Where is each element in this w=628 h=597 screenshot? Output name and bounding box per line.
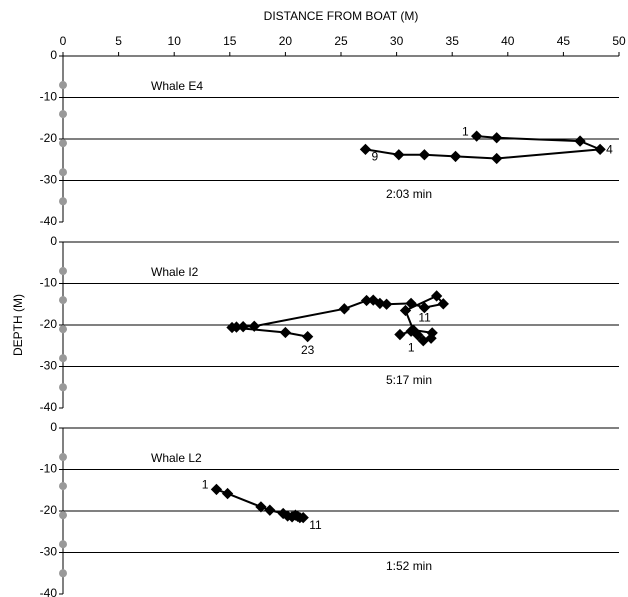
- x-tick-label: 40: [501, 34, 515, 48]
- y-tick-label: -40: [40, 214, 58, 228]
- axis-dot: [59, 296, 67, 305]
- y-tick-label: -10: [40, 276, 58, 290]
- point: [367, 294, 379, 306]
- point: [437, 298, 449, 310]
- point: [237, 321, 249, 333]
- point: [210, 483, 223, 496]
- point-label: 1: [408, 341, 415, 355]
- point: [279, 326, 292, 339]
- y-tick-label: 0: [50, 420, 57, 434]
- axis-dot: [59, 354, 67, 363]
- point: [338, 303, 350, 315]
- axis-dot: [59, 511, 67, 520]
- point-label: 9: [371, 150, 378, 164]
- axis-dot: [59, 168, 67, 177]
- point: [264, 504, 276, 516]
- x-tick-label: 35: [446, 34, 460, 48]
- panel-title: Whale E4: [151, 79, 203, 93]
- y-tick-label: -30: [40, 545, 58, 559]
- point-label: 11: [418, 311, 431, 325]
- y-tick-label: 0: [50, 234, 57, 248]
- point: [399, 304, 412, 317]
- y-tick-label: 0: [50, 48, 57, 62]
- point: [255, 501, 267, 513]
- x-axis-label: DISTANCE FROM BOAT (M): [264, 9, 419, 23]
- y-tick-label: -10: [40, 90, 58, 104]
- x-tick-label: 20: [279, 34, 293, 48]
- y-tick-label: -20: [40, 131, 58, 145]
- axis-dot: [59, 267, 67, 276]
- point-label: 23: [301, 343, 315, 357]
- axis-dot: [59, 482, 67, 491]
- duration-label: 5:17 min: [386, 373, 432, 387]
- x-tick-label: 25: [334, 34, 348, 48]
- point: [491, 132, 503, 144]
- y-tick-label: -30: [40, 173, 58, 187]
- point: [407, 324, 419, 336]
- point: [594, 143, 606, 156]
- point: [471, 130, 483, 142]
- point: [418, 149, 431, 161]
- point: [226, 321, 238, 334]
- point: [221, 487, 234, 500]
- panel-title: Whale L2: [151, 451, 202, 465]
- x-tick-label: 30: [390, 34, 404, 48]
- axis-dot: [59, 325, 67, 334]
- axis-dot: [59, 569, 67, 578]
- point: [449, 150, 462, 163]
- duration-label: 1:52 min: [386, 559, 432, 573]
- axis-dot: [59, 383, 67, 392]
- panel-title: Whale I2: [151, 265, 199, 279]
- y-tick-label: -20: [40, 503, 58, 517]
- point: [418, 301, 431, 314]
- point: [380, 298, 393, 310]
- point: [301, 330, 314, 343]
- point: [405, 297, 417, 310]
- point: [360, 294, 373, 307]
- axis-dot: [59, 139, 67, 148]
- y-tick-label: -40: [40, 586, 58, 597]
- y-tick-label: -40: [40, 400, 58, 414]
- point: [426, 327, 438, 339]
- point-label: 4: [606, 143, 613, 157]
- x-tick-label: 0: [60, 34, 67, 48]
- axis-dot: [59, 197, 67, 206]
- point-label: 11: [309, 518, 322, 532]
- y-tick-label: -10: [40, 462, 58, 476]
- point: [297, 511, 309, 524]
- x-tick-label: 10: [168, 34, 182, 48]
- axis-dot: [59, 81, 67, 90]
- point: [394, 328, 406, 341]
- y-tick-label: -20: [40, 317, 58, 331]
- x-tick-label: 15: [223, 34, 237, 48]
- x-tick-label: 5: [115, 34, 122, 48]
- point: [359, 143, 372, 156]
- x-tick-label: 50: [612, 34, 626, 48]
- point: [491, 152, 503, 165]
- x-tick-label: 45: [557, 34, 571, 48]
- axis-dot: [59, 110, 67, 119]
- y-tick-label: -30: [40, 359, 58, 373]
- duration-label: 2:03 min: [386, 187, 432, 201]
- axis-dot: [59, 453, 67, 462]
- axis-dot: [59, 540, 67, 549]
- y-axis-label: DEPTH (M): [11, 294, 25, 356]
- point: [393, 149, 405, 161]
- point: [574, 135, 586, 147]
- point: [430, 290, 443, 302]
- point-label: 1: [462, 124, 469, 138]
- point-label: 1: [202, 478, 209, 492]
